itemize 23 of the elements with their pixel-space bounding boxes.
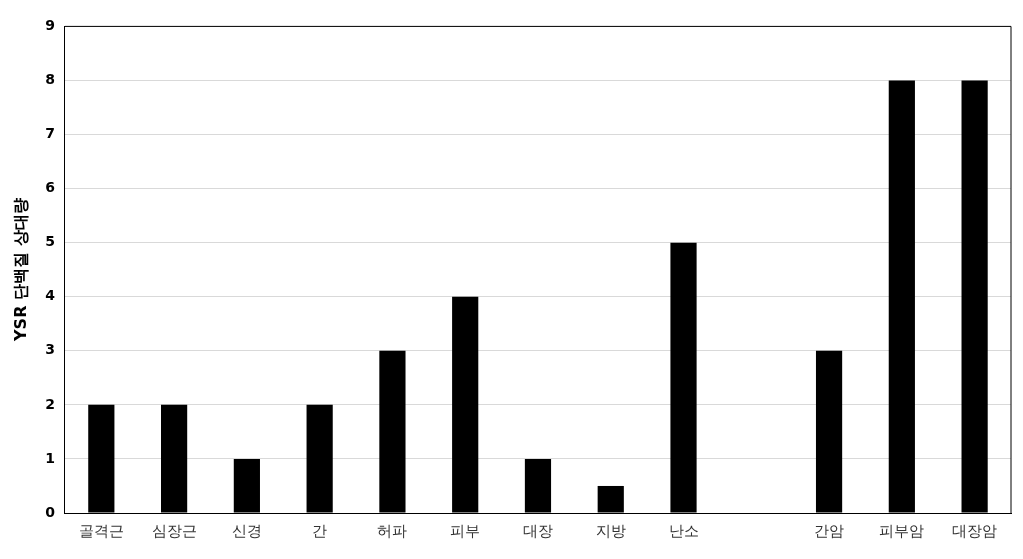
x-tick-label: 간암 bbox=[814, 521, 845, 540]
x-tick-label: 허파 bbox=[377, 521, 408, 540]
y-tick-label: 5 bbox=[45, 233, 55, 250]
y-tick-label: 1 bbox=[45, 449, 55, 466]
y-tick-label: 9 bbox=[45, 17, 55, 34]
x-tick-label: 신경 bbox=[231, 521, 262, 540]
y-tick-label: 4 bbox=[45, 287, 56, 304]
y-tick-label: 0 bbox=[45, 503, 56, 520]
x-tick-label: 지방 bbox=[595, 521, 626, 540]
x-tick-label: 대장암 bbox=[952, 521, 998, 540]
x-tick-label: 피부암 bbox=[879, 521, 925, 540]
y-tick-label: 7 bbox=[45, 125, 55, 142]
y-axis-title: YSR 단백질 상대량 bbox=[10, 198, 30, 342]
y-tick-label: 6 bbox=[45, 179, 55, 196]
y-tick-label: 8 bbox=[45, 71, 55, 88]
x-tick-label: 간 bbox=[312, 521, 328, 540]
x-tick-label: 피부 bbox=[450, 521, 481, 540]
y-tick-label: 3 bbox=[45, 341, 55, 358]
y-tick-label: 2 bbox=[45, 395, 55, 412]
x-tick-label: 대장 bbox=[522, 521, 553, 540]
x-tick-label: 심장근 bbox=[151, 521, 197, 540]
x-tick-label: 난소 bbox=[668, 521, 699, 540]
x-tick-label: 골격근 bbox=[78, 521, 124, 540]
